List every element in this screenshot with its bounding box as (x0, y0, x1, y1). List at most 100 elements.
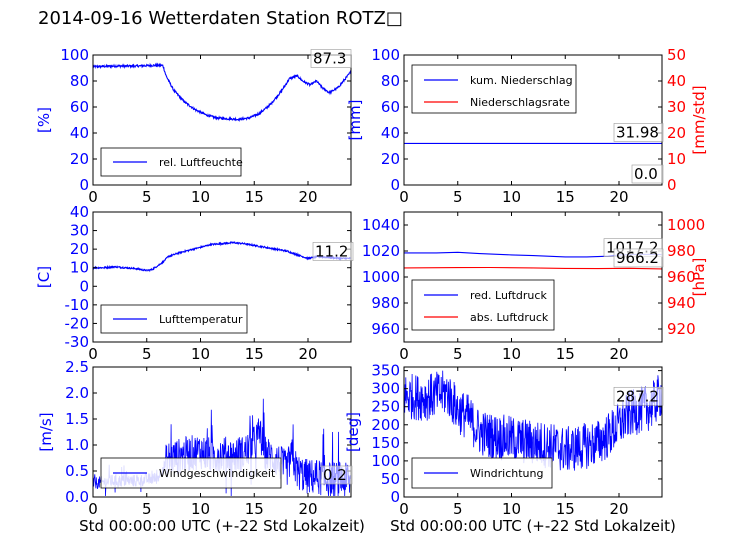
y-tick-label: 100 (60, 46, 89, 64)
y-tick-label: 100 (371, 46, 400, 64)
y2-tick-label: 30 (667, 98, 686, 116)
y2-tick-label: 920 (667, 320, 696, 338)
x-tick-label: 0 (399, 188, 409, 206)
x-axis-label: Std 00:00:00 UTC (+-22 Std Lokalzeit) (79, 517, 365, 535)
x-tick-label: 10 (191, 188, 210, 206)
y-tick-label: 0 (390, 488, 400, 506)
y-tick-label: 0.0 (65, 488, 89, 506)
y-tick-label: 60 (381, 98, 400, 116)
y-tick-label: 0 (390, 176, 400, 194)
legend-label: Lufttemperatur (159, 313, 243, 326)
legend-label: red. Luftdruck (470, 289, 547, 302)
x-tick-label: 15 (556, 345, 575, 363)
y2-tick-label: 0 (667, 176, 677, 194)
y-tick-label: 200 (371, 416, 400, 434)
y-tick-label: 1020 (362, 242, 400, 260)
y2-tick-label: 50 (667, 46, 686, 64)
x-tick-label: 15 (245, 188, 264, 206)
x-tick-label: 5 (142, 500, 152, 518)
y-tick-label: 1000 (362, 268, 400, 286)
y-tick-label: 60 (70, 98, 89, 116)
value-label-box (631, 164, 664, 184)
x-tick-label: 0 (399, 345, 409, 363)
y-tick-label: 80 (70, 72, 89, 90)
y2-tick-label: 960 (667, 268, 696, 286)
x-tick-label: 0 (88, 500, 98, 518)
y-tick-label: 350 (371, 362, 400, 380)
y-tick-label: 1.5 (65, 410, 89, 428)
y-tick-label: 10 (70, 259, 89, 277)
y-tick-label: 960 (371, 320, 400, 338)
y-axis-label: [mm] (346, 100, 364, 141)
y-tick-label: 20 (381, 150, 400, 168)
x-tick-label: 10 (502, 500, 521, 518)
y-tick-label: 300 (371, 380, 400, 398)
y-tick-label: 20 (70, 150, 89, 168)
y2-tick-label: 20 (667, 124, 686, 142)
x-tick-label: 5 (453, 345, 463, 363)
y-tick-label: 150 (371, 434, 400, 452)
value-label: 0.2 (323, 466, 347, 484)
legend-box (411, 64, 577, 114)
x-tick-label: 15 (245, 500, 264, 518)
legend-box (411, 279, 555, 331)
y-tick-label: 50 (381, 470, 400, 488)
x-tick-label: 10 (191, 345, 210, 363)
value-label-box (613, 123, 664, 142)
y2-tick-label: 1000 (667, 216, 705, 234)
x-tick-label: 10 (502, 188, 521, 206)
x-tick-label: 10 (502, 345, 521, 363)
series-line-humidity-0 (92, 62, 352, 123)
value-label-box (312, 242, 354, 261)
legend-label: Windgeschwindigkeit (159, 467, 276, 480)
y2-axis-label: [mm/std] (690, 85, 708, 154)
x-tick-label: 15 (245, 345, 264, 363)
legend-label: kum. Niederschlag (470, 74, 573, 87)
plot-frame-wind_speed (92, 366, 352, 498)
value-label: 11.2 (315, 242, 348, 260)
x-tick-label: 20 (609, 188, 628, 206)
x-tick-label: 20 (609, 345, 628, 363)
value-label: 966.2 (616, 249, 659, 267)
legend-label: abs. Luftdruck (470, 311, 549, 324)
y2-tick-label: 40 (667, 72, 686, 90)
y-tick-label: 0 (79, 277, 89, 295)
y-tick-label: -10 (65, 296, 90, 314)
series-line-temperature-0 (92, 241, 352, 273)
y-tick-label: 20 (70, 240, 89, 258)
x-tick-label: 0 (399, 500, 409, 518)
y-tick-label: 0 (79, 176, 89, 194)
y-tick-label: 40 (70, 124, 89, 142)
y2-tick-label: 980 (667, 242, 696, 260)
x-tick-label: 15 (556, 500, 575, 518)
y-tick-label: 0.5 (65, 462, 89, 480)
value-label: 287.2 (616, 387, 659, 405)
y-tick-label: 40 (381, 124, 400, 142)
page-title: 2014-09-16 Wetterdaten Station ROTZ□ (38, 8, 403, 29)
y-tick-label: 2.5 (65, 358, 89, 376)
value-label-box (320, 465, 353, 485)
x-tick-label: 0 (88, 345, 98, 363)
y-axis-label: [m/s] (37, 412, 55, 451)
x-tick-label: 5 (142, 188, 152, 206)
x-tick-label: 20 (298, 188, 317, 206)
y-axis-label: [%] (35, 107, 53, 133)
x-tick-label: 20 (609, 500, 628, 518)
y-tick-label: 80 (381, 72, 400, 90)
x-tick-label: 20 (298, 500, 317, 518)
x-tick-label: 15 (556, 188, 575, 206)
value-label-box (613, 386, 664, 406)
y-tick-label: 980 (371, 294, 400, 312)
value-label: 87.3 (313, 50, 346, 68)
plot-frame-wind_direction (403, 366, 663, 498)
y2-axis-label: [hPa] (690, 258, 708, 297)
y-tick-label: -30 (65, 333, 90, 351)
y-tick-label: 250 (371, 398, 400, 416)
y-tick-label: 40 (70, 203, 89, 221)
y-tick-label: -20 (65, 314, 90, 332)
y2-tick-label: 940 (667, 294, 696, 312)
plot-frame-precipitation (403, 54, 663, 186)
legend-label: rel. Luftfeuchte (159, 156, 243, 169)
y-axis-label: [deg] (344, 412, 362, 452)
